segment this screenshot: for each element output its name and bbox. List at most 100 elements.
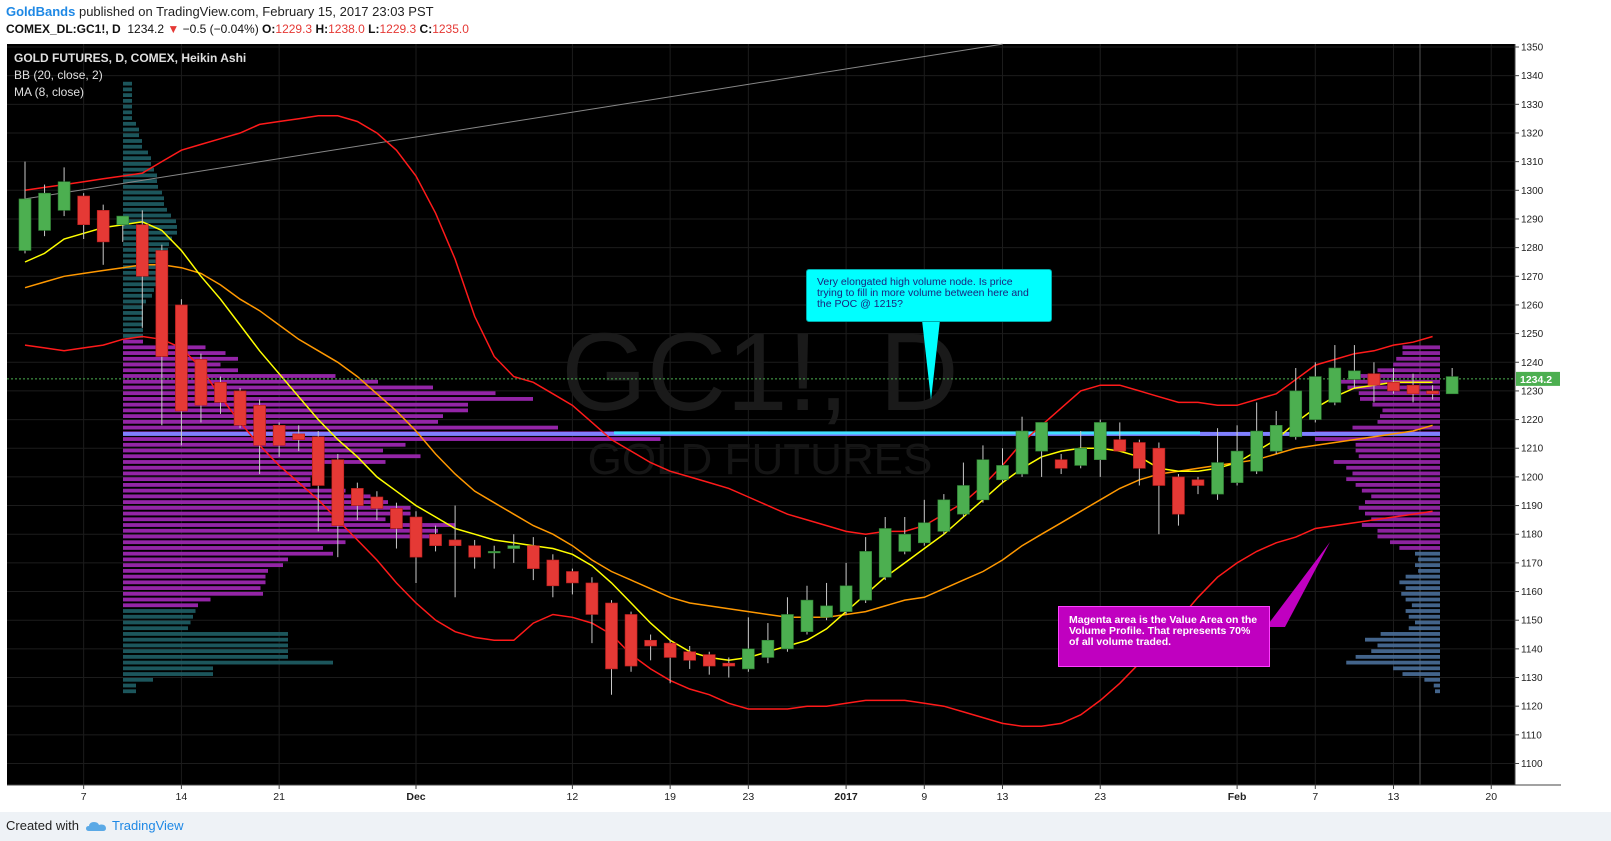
- vp-left-row: [123, 116, 132, 120]
- vp-left-row: [123, 419, 438, 424]
- bear-candle: [214, 382, 227, 403]
- vp-right-row: [1408, 626, 1440, 631]
- legend-bb[interactable]: BB (20, close, 2): [14, 68, 103, 82]
- watermark: GC1!, D GOLD FUTURES: [561, 311, 958, 484]
- bull-candle: [1289, 390, 1303, 438]
- change-value: −0.5 (−0.04%): [182, 22, 259, 36]
- vp-left-row: [123, 150, 148, 155]
- bull-candle: [1211, 462, 1224, 495]
- vp-left-row: [123, 591, 263, 596]
- vp-left-row: [123, 557, 288, 562]
- bear-candle: [663, 642, 677, 658]
- vp-right-row: [1380, 414, 1440, 419]
- bear-candle: [1191, 479, 1205, 486]
- price-tick-label: 1250: [1521, 329, 1544, 340]
- bull-candle: [1445, 376, 1459, 395]
- poc-line-right: [1200, 431, 1440, 436]
- vp-right-row: [1377, 643, 1440, 648]
- author-link[interactable]: GoldBands: [6, 4, 76, 19]
- price-tick-label: 1310: [1521, 157, 1544, 168]
- vp-left-row: [123, 603, 198, 608]
- time-tick-label: 21: [273, 791, 285, 803]
- bear-candle: [409, 516, 423, 558]
- vp-left-row: [123, 316, 143, 321]
- price-tick-label: 1230: [1521, 386, 1544, 397]
- vp-right-row: [1355, 442, 1440, 447]
- tradingview-link[interactable]: TradingView: [86, 818, 184, 833]
- vp-left-row: [123, 528, 438, 533]
- bear-candle: [311, 436, 325, 486]
- bear-candle: [722, 662, 736, 667]
- vp-left-row: [123, 597, 211, 602]
- time-tick-label: 7: [81, 791, 87, 803]
- bear-candle: [233, 390, 247, 426]
- bull-candle: [976, 459, 990, 501]
- bear-candle: [566, 571, 579, 584]
- vp-left-row: [123, 87, 132, 92]
- time-tick-label: 13: [1388, 791, 1400, 803]
- vp-left-row: [123, 219, 176, 224]
- vp-left-row: [123, 448, 383, 453]
- vp-left-row: [123, 293, 152, 298]
- price-axis: 1100 1110 1120 1130 1140 1150 1160 1170 1180 1190…: [1514, 43, 1561, 785]
- vp-left-row: [123, 574, 266, 579]
- vp-left-row: [123, 173, 157, 178]
- bull-candle: [18, 198, 32, 251]
- bull-candle: [116, 215, 130, 225]
- vp-left-row: [123, 654, 288, 659]
- bull-candle: [57, 181, 71, 211]
- vp-right-row: [1365, 500, 1440, 504]
- vp-right-row: [1358, 505, 1440, 510]
- bull-candle: [38, 192, 51, 231]
- vp-left-row: [123, 144, 142, 149]
- vp-left-row: [123, 81, 132, 86]
- cyan-annotation[interactable]: Very elongated high volume node. Is pric…: [806, 269, 1052, 322]
- vp-left-row: [123, 540, 346, 545]
- bear-candle: [1054, 459, 1068, 469]
- time-tick-label: 20: [1485, 791, 1497, 803]
- time-tick-label: Feb: [1228, 791, 1247, 803]
- vp-left-row: [123, 437, 661, 441]
- time-tick-label: 9: [921, 791, 927, 803]
- vp-left-row: [123, 351, 226, 355]
- vp-left-row: [123, 609, 196, 613]
- vp-left-row: [123, 230, 177, 235]
- bear-candle: [448, 539, 462, 546]
- vp-left-row: [123, 563, 283, 568]
- price-tick-label: 1260: [1521, 300, 1544, 311]
- vp-right-row: [1377, 419, 1440, 424]
- ohlc-line: COMEX_DL:GC1!, D 1234.2 ▼ −0.5 (−0.04%) …: [6, 22, 469, 36]
- price-tick-label: 1110: [1521, 730, 1542, 741]
- vp-left-row: [123, 322, 143, 327]
- magenta-annotation[interactable]: Magenta area is the Value Area on the Vo…: [1058, 606, 1270, 667]
- vp-right-row: [1393, 666, 1440, 671]
- bear-candle: [702, 654, 716, 667]
- vp-right-row: [1371, 649, 1440, 654]
- watermark-name: GOLD FUTURES: [588, 435, 933, 484]
- vp-right-row: [1361, 523, 1440, 527]
- vp-left-row: [123, 425, 558, 430]
- time-tick-label: 13: [997, 791, 1009, 803]
- vp-left-row: [123, 93, 132, 98]
- vp-left-row: [123, 551, 333, 556]
- vp-left-row: [123, 523, 456, 527]
- bull-candle: [957, 485, 970, 515]
- trend-line: [24, 43, 1003, 200]
- price-tick-label: 1150: [1521, 616, 1543, 627]
- vp-left-row: [123, 339, 143, 344]
- vp-left-row: [123, 282, 156, 287]
- bb-upper-line: [24, 115, 1433, 535]
- vp-right-row: [1382, 408, 1440, 413]
- time-tick-label: 12: [567, 791, 579, 803]
- vp-left-row: [123, 288, 154, 292]
- vp-left-row: [123, 207, 167, 212]
- legend-ma[interactable]: MA (8, close): [14, 85, 84, 99]
- vp-right-row: [1346, 660, 1440, 665]
- vp-left-row: [123, 184, 158, 189]
- vp-right-row: [1405, 597, 1440, 602]
- vp-left-row: [123, 133, 139, 138]
- vp-right-row: [1340, 379, 1440, 384]
- vp-left-row: [123, 391, 496, 396]
- callout-pointers: [922, 320, 1330, 627]
- price-chart[interactable]: GC1!, D GOLD FUTURES 1100 1110 1120 1130 114…: [0, 0, 1611, 812]
